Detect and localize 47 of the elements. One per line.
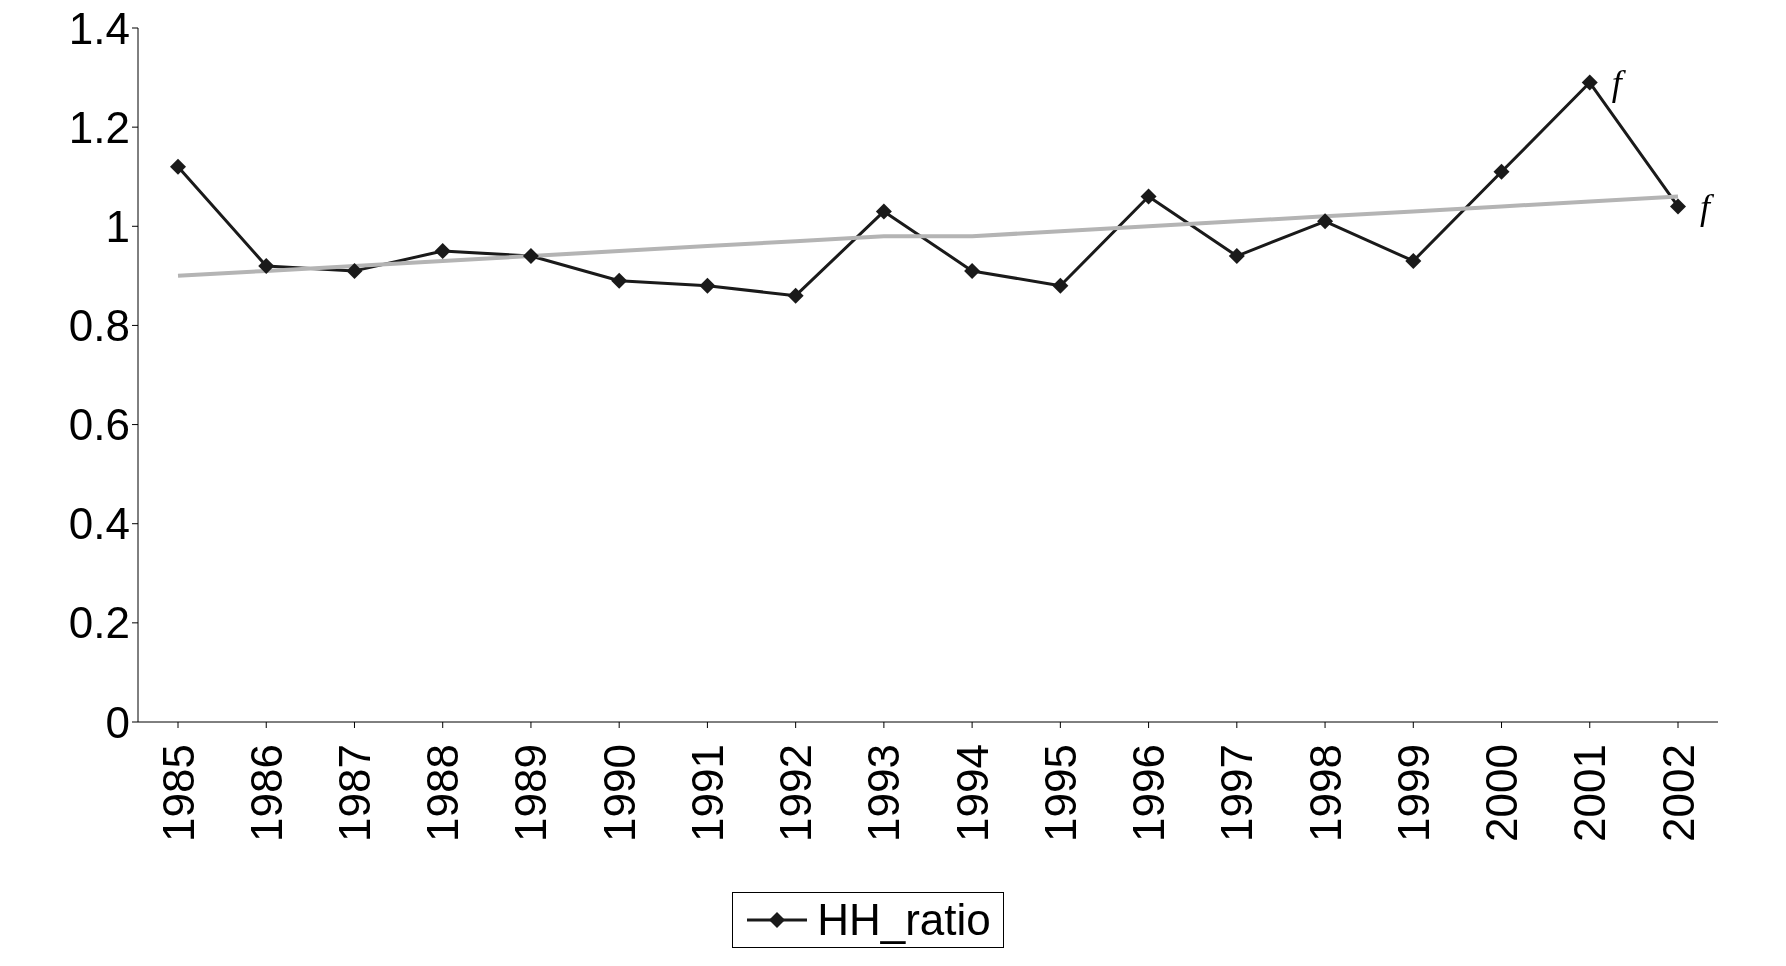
x-tick-label: 1999 (1388, 744, 1438, 842)
annotation: f (1700, 187, 1715, 228)
y-tick-label: 1.2 (68, 102, 130, 152)
point (1317, 213, 1334, 230)
point (170, 158, 186, 175)
point (1493, 163, 1510, 180)
point (434, 243, 451, 260)
point (611, 272, 628, 289)
point (1228, 248, 1245, 265)
y-tick-label: 0.8 (68, 301, 130, 351)
y-tick-label: 0.6 (68, 400, 130, 450)
x-tick-label: 1993 (859, 744, 909, 842)
point (522, 248, 539, 265)
point (1581, 74, 1598, 91)
x-tick-label: 1996 (1124, 744, 1174, 842)
x-tick-label: 1986 (241, 744, 291, 842)
x-tick-label: 1988 (418, 744, 468, 842)
x-tick-label: 1989 (506, 744, 556, 842)
point (875, 203, 892, 220)
y-tick-label: 0 (105, 697, 130, 747)
x-tick-label: 2001 (1565, 744, 1615, 842)
x-tick-label: 1985 (153, 744, 203, 842)
point (1140, 188, 1157, 205)
x-tick-label: 1998 (1300, 744, 1350, 842)
annotation: f (1611, 63, 1627, 104)
x-tick-label: 1990 (594, 744, 644, 842)
y-tick-label: 0.4 (68, 499, 130, 549)
legend-label: HH_ratio (816, 895, 991, 945)
point (258, 257, 275, 274)
x-tick-label: 2000 (1477, 744, 1527, 842)
point (1405, 252, 1422, 269)
x-tick-label: 1997 (1212, 744, 1262, 842)
point (1052, 277, 1069, 294)
point (346, 262, 363, 279)
x-tick-label: 1994 (947, 744, 997, 842)
x-tick-label: 1992 (771, 744, 821, 842)
y-tick-label: 0.2 (68, 598, 130, 648)
x-tick-label: 1995 (1035, 744, 1085, 842)
point (1670, 198, 1686, 215)
x-tick-label: 2002 (1653, 744, 1703, 842)
x-tick-label: 1987 (329, 744, 379, 842)
y-tick-label: 1 (105, 201, 130, 251)
y-tick-label: 1.4 (68, 3, 130, 53)
point (964, 262, 981, 279)
point (699, 277, 716, 294)
x-tick-label: 1991 (682, 744, 732, 842)
point (787, 287, 804, 304)
